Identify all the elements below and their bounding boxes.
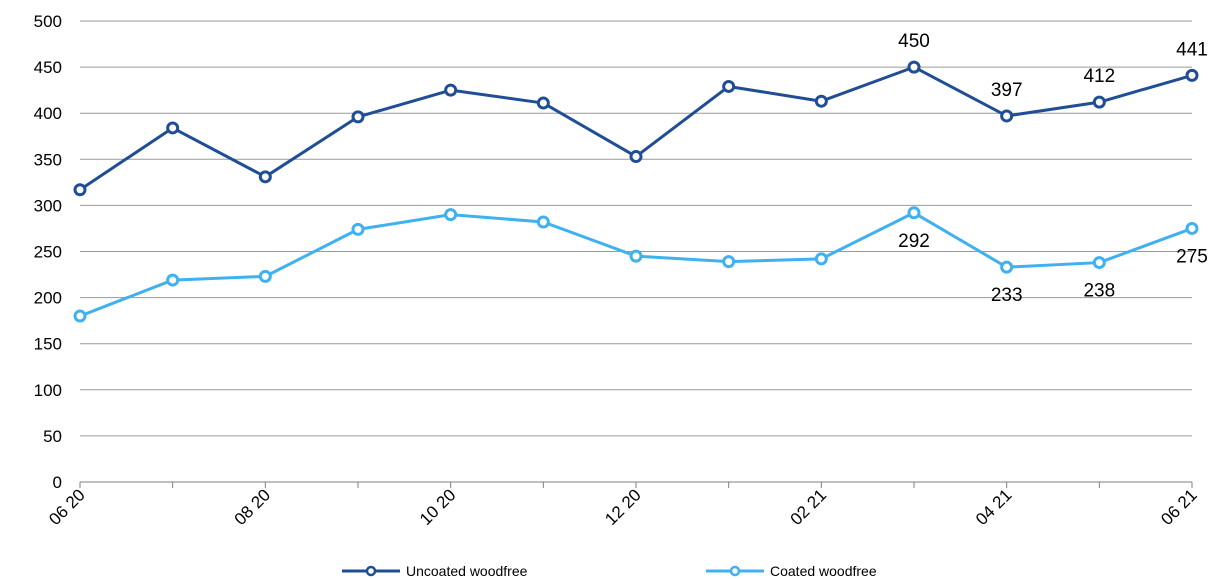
y-tick-label: 400	[34, 104, 62, 123]
y-tick-label: 200	[34, 289, 62, 308]
data-label: 275	[1176, 246, 1208, 267]
data-point	[258, 269, 272, 283]
y-tick-label: 250	[34, 243, 62, 262]
data-point	[73, 309, 87, 323]
x-tick-label: 06 21	[1157, 485, 1201, 529]
series-lines	[73, 60, 1199, 323]
data-point	[536, 215, 550, 229]
data-point	[1185, 221, 1199, 235]
y-tick-label: 500	[34, 12, 62, 31]
x-tick-label: 12 20	[601, 485, 645, 529]
legend-label: Uncoated woodfree	[406, 563, 528, 579]
data-point	[907, 60, 921, 74]
x-tick-label: 02 21	[787, 485, 831, 529]
data-point	[1000, 260, 1014, 274]
data-point	[722, 79, 736, 93]
y-tick-label: 300	[34, 196, 62, 215]
data-point	[444, 208, 458, 222]
data-label: 441	[1176, 39, 1208, 60]
data-point	[351, 222, 365, 236]
data-point	[536, 96, 550, 110]
y-tick-label: 100	[34, 381, 62, 400]
data-point	[722, 255, 736, 269]
data-point	[629, 249, 643, 263]
y-tick-label: 0	[53, 473, 62, 492]
y-tick-label: 350	[34, 150, 62, 169]
data-label: 233	[991, 285, 1023, 306]
data-point	[1185, 68, 1199, 82]
data-point	[1000, 109, 1014, 123]
legend-swatch-marker	[365, 565, 377, 577]
y-tick-label: 450	[34, 58, 62, 77]
data-point	[629, 150, 643, 164]
legend-swatch-marker	[729, 565, 741, 577]
data-point	[1092, 95, 1106, 109]
series-line-0	[79, 65, 1193, 191]
data-labels: 450 397 412 441 292 233 238 275	[898, 31, 1208, 306]
data-point	[814, 252, 828, 266]
x-tick-label: 08 20	[231, 485, 275, 529]
data-label: 397	[991, 80, 1023, 101]
data-label: 292	[898, 231, 930, 252]
legend-label: Coated woodfree	[770, 563, 877, 579]
data-point	[1092, 256, 1106, 270]
x-tick-label: 04 21	[972, 485, 1016, 529]
x-tick-label: 10 20	[416, 485, 460, 529]
data-point	[166, 121, 180, 135]
data-label: 238	[1083, 281, 1115, 302]
data-point	[907, 206, 921, 220]
y-axis-tick-labels: 0 50 100 150 200 250 300 350 400 450 500	[34, 12, 62, 492]
data-label: 450	[898, 31, 930, 52]
legend: Uncoated woodfree Coated woodfree	[342, 563, 877, 579]
data-label: 412	[1083, 66, 1115, 87]
series-line-1	[79, 211, 1193, 318]
data-point	[258, 170, 272, 184]
data-point	[814, 94, 828, 108]
data-point	[166, 273, 180, 287]
data-point	[351, 110, 365, 124]
x-axis: 06 20 08 20 10 20 12 20 02 21 04 21 06 21	[45, 482, 1201, 529]
y-tick-label: 50	[43, 427, 62, 446]
data-point	[444, 83, 458, 97]
y-tick-label: 150	[34, 335, 62, 354]
data-point	[73, 183, 87, 197]
